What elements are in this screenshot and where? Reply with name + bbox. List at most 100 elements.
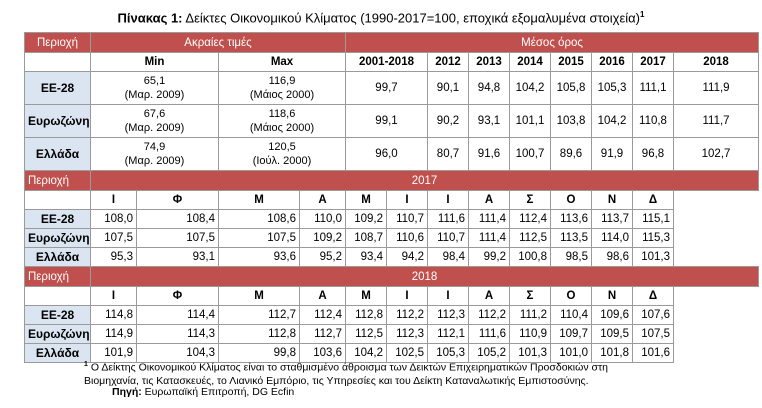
month-value: 94,2 [386,247,428,267]
table-number: Πίνακας 1: [117,10,183,26]
month-value: 109,5 [591,324,633,344]
table-row: Ευρωζώνη 114,9 114,3 112,8 112,7 112,5 112,3 11… [24,324,759,344]
month-value: 101,6 [632,343,674,363]
month-header: Ι [386,190,428,210]
average-value: 111,1 [632,71,674,105]
month-value: 100,8 [509,247,551,267]
month-value: 112,4 [509,209,551,229]
average-value: 101,1 [509,104,551,138]
average-value: 96,0 [345,137,428,171]
month-value: 110,6 [386,228,428,248]
month-value: 101,8 [591,343,633,363]
min-date: (Μαρ. 2009) [124,155,185,167]
max-value: 118,6 (Μάιος 2000) [218,104,346,138]
region-header: Περιοχή [24,266,91,287]
month-value: 95,3 [90,247,137,267]
period-header: 2016 [591,52,633,72]
source-text: Ευρωπαϊκή Επιτροπή, DG Ecfin [144,386,295,398]
region-name: Ευρωζώνη [24,324,91,344]
month-value: 105,2 [468,343,510,363]
month-header: Ι [90,190,137,210]
average-value: 94,8 [468,71,510,105]
period-header: 2013 [468,52,510,72]
table-row: Ευρωζώνη 67,6 (Μαρ. 2009) 118,6 (Μάιος 2000)… [24,104,760,138]
month-value: 111,6 [427,209,469,229]
table-row: ΕΕ-28 108,0 108,4 108,6 110,0 109,2 110,7 111,6… [24,209,759,229]
region-name: ΕΕ-28 [24,71,91,105]
average-value: 91,6 [468,137,510,171]
month-value: 109,2 [299,228,346,248]
average-value: 104,2 [509,71,551,105]
average-header: Μέσος όρος [344,32,760,53]
year-header-row: Περιοχή 2017 [24,170,760,191]
month-value: 107,5 [632,324,674,344]
average-value: 90,2 [427,104,469,138]
month-header: Ι [427,190,469,210]
month-value: 112,8 [345,305,387,325]
month-value: 113,7 [591,209,633,229]
period-header: 2017 [632,52,674,72]
region-name: Ελλάδα [24,247,91,267]
average-value: 111,9 [672,71,760,105]
month-header: Σ [509,286,551,306]
month-value: 112,2 [468,305,510,325]
average-value: 105,3 [591,71,633,105]
footnote-line-2: Βιομηχανία, τις Κατασκευές, το Λιανικό Ε… [84,374,589,387]
month-value: 112,8 [218,324,300,344]
month-value: 99,2 [468,247,510,267]
max-date: (Ιούλ. 2000) [252,155,312,167]
month-header: Ι [386,286,428,306]
month-value: 112,2 [386,305,428,325]
extremes-header: Ακραίες τιμές [90,32,346,53]
table-row: Ελλάδα 95,3 93,1 93,6 95,2 93,4 94,2 98,4 99,2 10… [24,247,759,267]
month-value: 101,0 [550,343,592,363]
empty-cell [24,286,91,306]
average-value: 80,7 [427,137,469,171]
month-header: Μ [218,286,300,306]
month-value: 109,6 [591,305,633,325]
month-value: 98,5 [550,247,592,267]
month-value: 112,3 [427,305,469,325]
month-header: Α [468,190,510,210]
month-header: Φ [136,286,219,306]
region-name: Ελλάδα [24,343,91,363]
period-header: 2012 [427,52,469,72]
footnote: 1 Ο Δείκτης Οικονομικού Κλίματος είναι τ… [84,358,744,388]
month-value: 112,7 [299,324,346,344]
month-value: 103,6 [299,343,346,363]
month-value: 109,2 [345,209,387,229]
region-name: Ελλάδα [24,137,91,171]
average-value: 103,8 [550,104,592,138]
month-value: 112,5 [345,324,387,344]
average-value: 96,8 [632,137,674,171]
average-value: 93,1 [468,104,510,138]
min-number: 67,6 [143,108,166,120]
month-value: 113,6 [550,209,592,229]
average-value: 90,1 [427,71,469,105]
month-value: 104,3 [136,343,219,363]
table-row: ΕΕ-28 114,8 114,4 112,7 112,4 112,8 112,2 112,3… [24,305,759,325]
footnote-line-1: Ο Δείκτης Οικονομικού Κλίματος είναι το … [90,361,608,374]
month-header: Ν [591,286,633,306]
month-value: 110,0 [299,209,346,229]
month-header: Α [299,190,346,210]
min-number: 65,1 [143,75,166,87]
min-date: (Μαρ. 2009) [124,89,185,101]
max-date: (Μάιος 2000) [249,89,315,101]
min-date: (Μαρ. 2009) [124,122,185,134]
table-title: Πίνακας 1: Δείκτες Οικονομικού Κλίματος … [0,10,762,28]
average-value: 102,7 [672,137,760,171]
empty-cell [24,190,91,210]
month-value: 108,4 [136,209,219,229]
month-value: 101,9 [90,343,137,363]
source-note: Πηγή: Ευρωπαϊκή Επιτροπή, DG Ecfin [112,386,294,398]
period-header: 2001-2018 [345,52,428,72]
month-header: Ο [550,286,592,306]
month-value: 107,5 [136,228,219,248]
year-header: 2017 [89,170,760,191]
month-value: 108,7 [345,228,387,248]
month-header: Δ [632,286,674,306]
month-value: 107,5 [218,228,300,248]
month-value: 104,2 [345,343,387,363]
